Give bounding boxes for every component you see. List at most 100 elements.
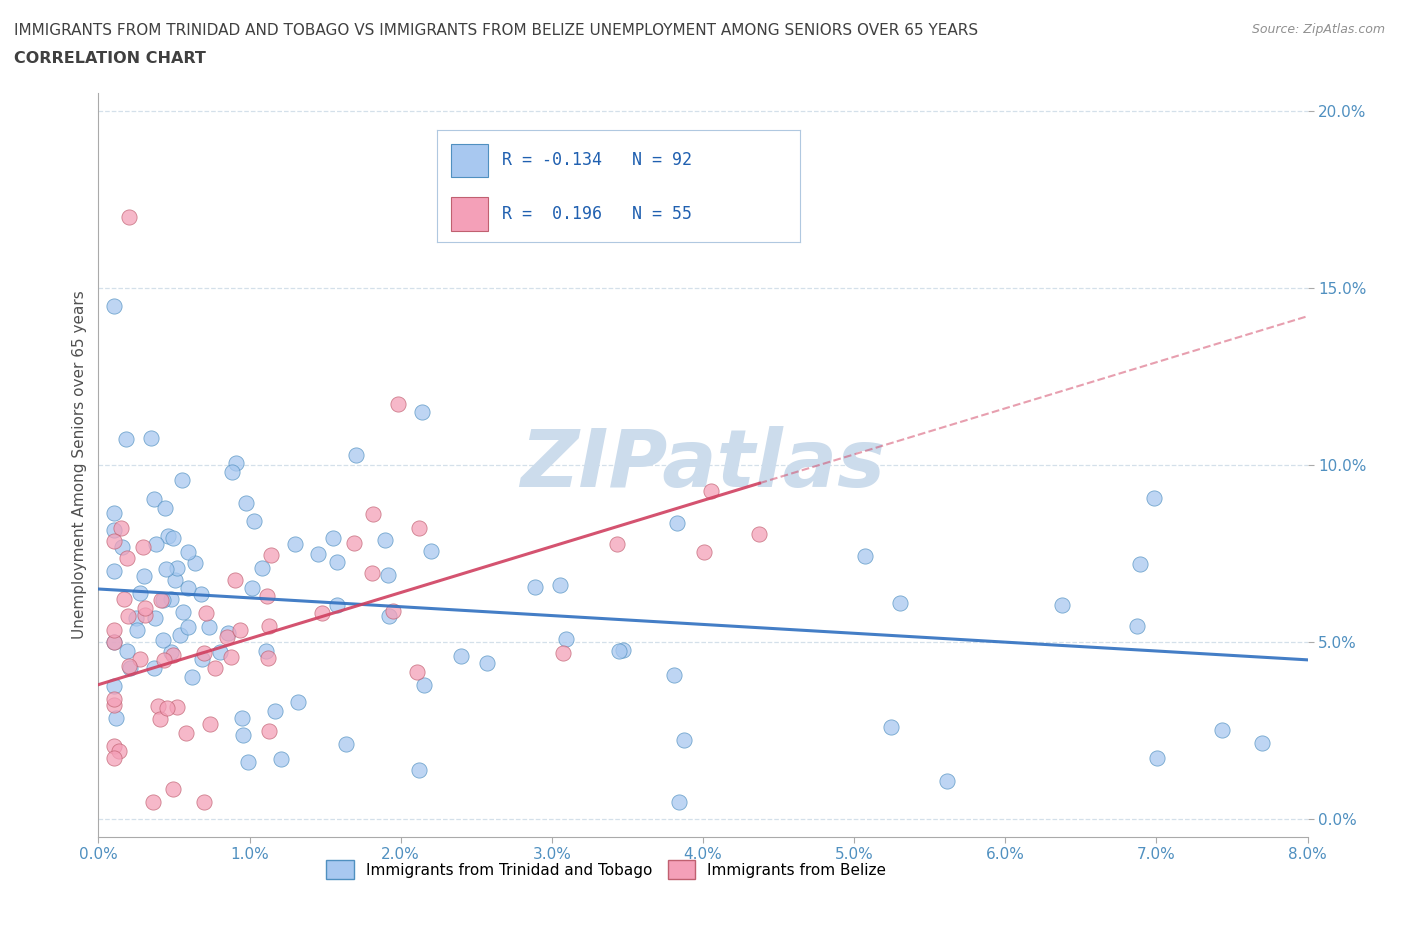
Point (1126, 618, 1149, 633)
Point (387, 396, 409, 411)
Point (103, 565, 125, 579)
Point (177, 545, 200, 560)
Point (145, 537, 167, 551)
Point (103, 506, 125, 521)
Point (229, 622, 252, 637)
Point (132, 568, 155, 583)
Point (160, 644, 183, 659)
Point (128, 651, 150, 666)
Point (232, 728, 254, 743)
Point (257, 724, 280, 738)
Point (221, 465, 243, 480)
Point (103, 534, 125, 549)
Point (155, 561, 177, 576)
Point (198, 717, 221, 732)
Point (142, 492, 165, 507)
Point (146, 698, 169, 713)
Point (1129, 556, 1152, 571)
Point (879, 720, 901, 735)
Point (190, 587, 212, 602)
Text: CORRELATION CHART: CORRELATION CHART (14, 51, 205, 66)
Point (217, 625, 239, 640)
Point (1050, 598, 1073, 613)
Point (127, 622, 149, 637)
Point (553, 645, 575, 660)
Point (477, 656, 499, 671)
Point (1146, 751, 1168, 765)
Point (166, 699, 188, 714)
Point (152, 632, 174, 647)
Point (235, 496, 257, 511)
Point (115, 551, 138, 565)
Point (243, 513, 266, 528)
Point (134, 607, 156, 622)
Point (256, 589, 278, 604)
Point (287, 695, 309, 710)
Legend: Immigrants from Trinidad and Tobago, Immigrants from Belize: Immigrants from Trinidad and Tobago, Imm… (321, 855, 893, 885)
Point (612, 643, 634, 658)
Point (231, 711, 253, 725)
Point (143, 611, 166, 626)
Point (377, 567, 399, 582)
Point (935, 774, 957, 789)
Point (103, 634, 125, 649)
Point (264, 703, 287, 718)
Point (1143, 491, 1166, 506)
Point (406, 664, 429, 679)
Point (693, 544, 716, 559)
Point (103, 698, 125, 712)
Point (117, 609, 139, 624)
Text: Source: ZipAtlas.com: Source: ZipAtlas.com (1251, 23, 1385, 36)
Point (111, 540, 134, 555)
Text: ZIPatlas: ZIPatlas (520, 426, 886, 504)
Text: IMMIGRANTS FROM TRINIDAD AND TOBAGO VS IMMIGRANTS FROM BELIZE UNEMPLOYMENT AMONG: IMMIGRANTS FROM TRINIDAD AND TOBAGO VS I… (14, 23, 979, 38)
Point (204, 661, 226, 676)
Point (177, 580, 200, 595)
Point (326, 597, 349, 612)
Point (118, 658, 141, 673)
Point (374, 533, 396, 548)
Point (524, 579, 547, 594)
Point (420, 543, 443, 558)
Point (378, 609, 401, 624)
Point (149, 592, 172, 607)
Point (160, 591, 183, 606)
Point (270, 752, 292, 767)
Point (198, 619, 221, 634)
Point (240, 581, 263, 596)
Point (1211, 723, 1233, 737)
Point (193, 645, 215, 660)
Point (183, 555, 205, 570)
Point (361, 506, 384, 521)
Point (193, 794, 215, 809)
Point (225, 456, 247, 471)
Point (177, 620, 200, 635)
Point (607, 643, 630, 658)
Point (139, 431, 162, 445)
Point (548, 578, 571, 592)
Point (118, 209, 141, 224)
Point (134, 601, 156, 616)
Point (284, 536, 307, 551)
Point (112, 591, 135, 606)
Point (143, 660, 166, 675)
Point (103, 692, 125, 707)
Point (311, 606, 333, 621)
Point (162, 781, 184, 796)
Point (103, 678, 125, 693)
Point (103, 299, 125, 313)
Point (748, 526, 770, 541)
Point (181, 670, 204, 684)
Point (326, 554, 349, 569)
Point (260, 548, 283, 563)
Point (156, 700, 179, 715)
Point (153, 653, 176, 668)
Point (307, 547, 329, 562)
Point (172, 604, 194, 619)
Point (215, 630, 238, 644)
Point (117, 644, 139, 658)
Point (163, 573, 186, 588)
Point (254, 644, 277, 658)
Point (668, 794, 690, 809)
Point (344, 448, 367, 463)
